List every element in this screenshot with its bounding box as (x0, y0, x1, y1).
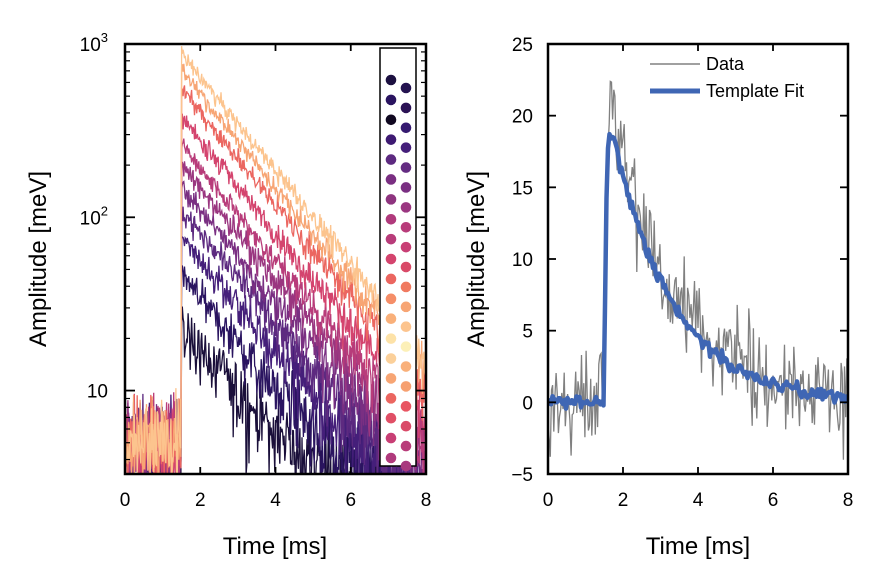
left-legend-marker (385, 213, 397, 225)
left-ticks: 0 2 4 6 8 10 102 103 (80, 30, 432, 511)
right-y-tick-label: 20 (512, 107, 533, 128)
left-series-group (125, 46, 426, 474)
left-legend-marker (400, 221, 412, 233)
left-legend-marker (400, 281, 412, 293)
right-y-tick-label: 0 (522, 393, 533, 414)
left-x-axis-label: Time [ms] (223, 533, 327, 560)
left-legend-marker (400, 361, 412, 372)
left-legend-marker (385, 154, 397, 165)
left-x-tick-label: 0 (120, 490, 131, 511)
left-legend-marker (385, 74, 397, 86)
left-legend-marker (400, 202, 412, 213)
left-legend-marker (385, 432, 397, 444)
left-legend-marker (400, 401, 412, 412)
left-legend-marker (385, 253, 397, 265)
right-x-tick-label: 2 (618, 490, 629, 511)
right-ticks: 0 2 4 6 8 −5 0 5 10 15 20 25 (511, 35, 853, 511)
left-legend-marker (400, 82, 412, 94)
legend-fit-label: Template Fit (706, 81, 804, 101)
left-legend-marker (385, 412, 397, 424)
left-y-tick-label: 10 (87, 382, 108, 403)
right-panel: 0 2 4 6 8 −5 0 5 10 15 20 25 Data Template Fit Time… (463, 35, 853, 560)
left-legend-marker (385, 174, 397, 185)
right-y-axis-label: Amplitude [meV] (463, 171, 490, 347)
right-y-tick-label: 25 (512, 35, 533, 56)
left-legend-marker (385, 233, 397, 245)
left-legend-marker (385, 393, 397, 404)
left-x-tick-label: 2 (195, 490, 206, 511)
left-legend-marker (385, 273, 397, 285)
left-legend-marker (400, 182, 412, 193)
left-legend-marker (400, 341, 412, 352)
right-legend: Data Template Fit (650, 54, 804, 101)
right-y-tick-label: 5 (522, 322, 533, 343)
left-legend-marker (400, 440, 412, 452)
left-legend-marker (400, 241, 412, 253)
left-panel: 0 2 4 6 8 10 102 103 Time [ms] Amplitude [meV] (25, 30, 431, 560)
left-legend-markers (385, 74, 412, 472)
right-series-group (548, 80, 848, 460)
left-legend-marker (400, 381, 412, 392)
left-legend-box (379, 47, 417, 467)
left-legend-marker (400, 460, 412, 472)
right-y-tick-label: 10 (512, 250, 533, 271)
legend-data-label: Data (706, 54, 745, 74)
left-legend-marker (385, 373, 397, 384)
left-legend-marker (400, 261, 412, 273)
left-legend-marker (400, 122, 412, 134)
left-series-line-8 (125, 113, 426, 474)
right-x-axis-label: Time [ms] (646, 533, 750, 560)
right-y-tick-label: 15 (512, 178, 533, 199)
right-fit-line (548, 131, 848, 411)
left-y-tick-label: 103 (80, 30, 108, 56)
left-legend-marker (400, 321, 412, 333)
left-legend-marker (385, 94, 397, 106)
left-legend-marker (400, 420, 412, 432)
left-legend-marker (400, 301, 412, 313)
left-legend-marker (385, 134, 397, 145)
left-legend-marker (385, 114, 397, 126)
right-x-tick-label: 0 (543, 490, 554, 511)
right-x-tick-label: 6 (768, 490, 779, 511)
right-x-tick-label: 4 (693, 490, 704, 511)
left-legend-marker (385, 333, 397, 344)
left-legend-marker (400, 142, 412, 153)
left-x-tick-label: 6 (345, 490, 356, 511)
left-y-tick-label: 102 (80, 203, 108, 229)
left-series-line-11 (125, 46, 426, 474)
left-series-line-9 (125, 85, 426, 474)
left-legend-marker (385, 452, 397, 464)
left-legend-marker (385, 194, 397, 205)
left-legend-marker (385, 353, 397, 364)
left-legend-marker (400, 102, 412, 114)
right-x-tick-label: 8 (843, 490, 854, 511)
right-y-tick-label: −5 (511, 465, 533, 486)
left-y-axis-label: Amplitude [meV] (25, 171, 52, 347)
left-legend-marker (385, 293, 397, 305)
left-x-tick-label: 8 (421, 490, 432, 511)
left-x-tick-label: 4 (270, 490, 281, 511)
left-legend-marker (400, 162, 412, 173)
left-legend-marker (385, 313, 397, 325)
